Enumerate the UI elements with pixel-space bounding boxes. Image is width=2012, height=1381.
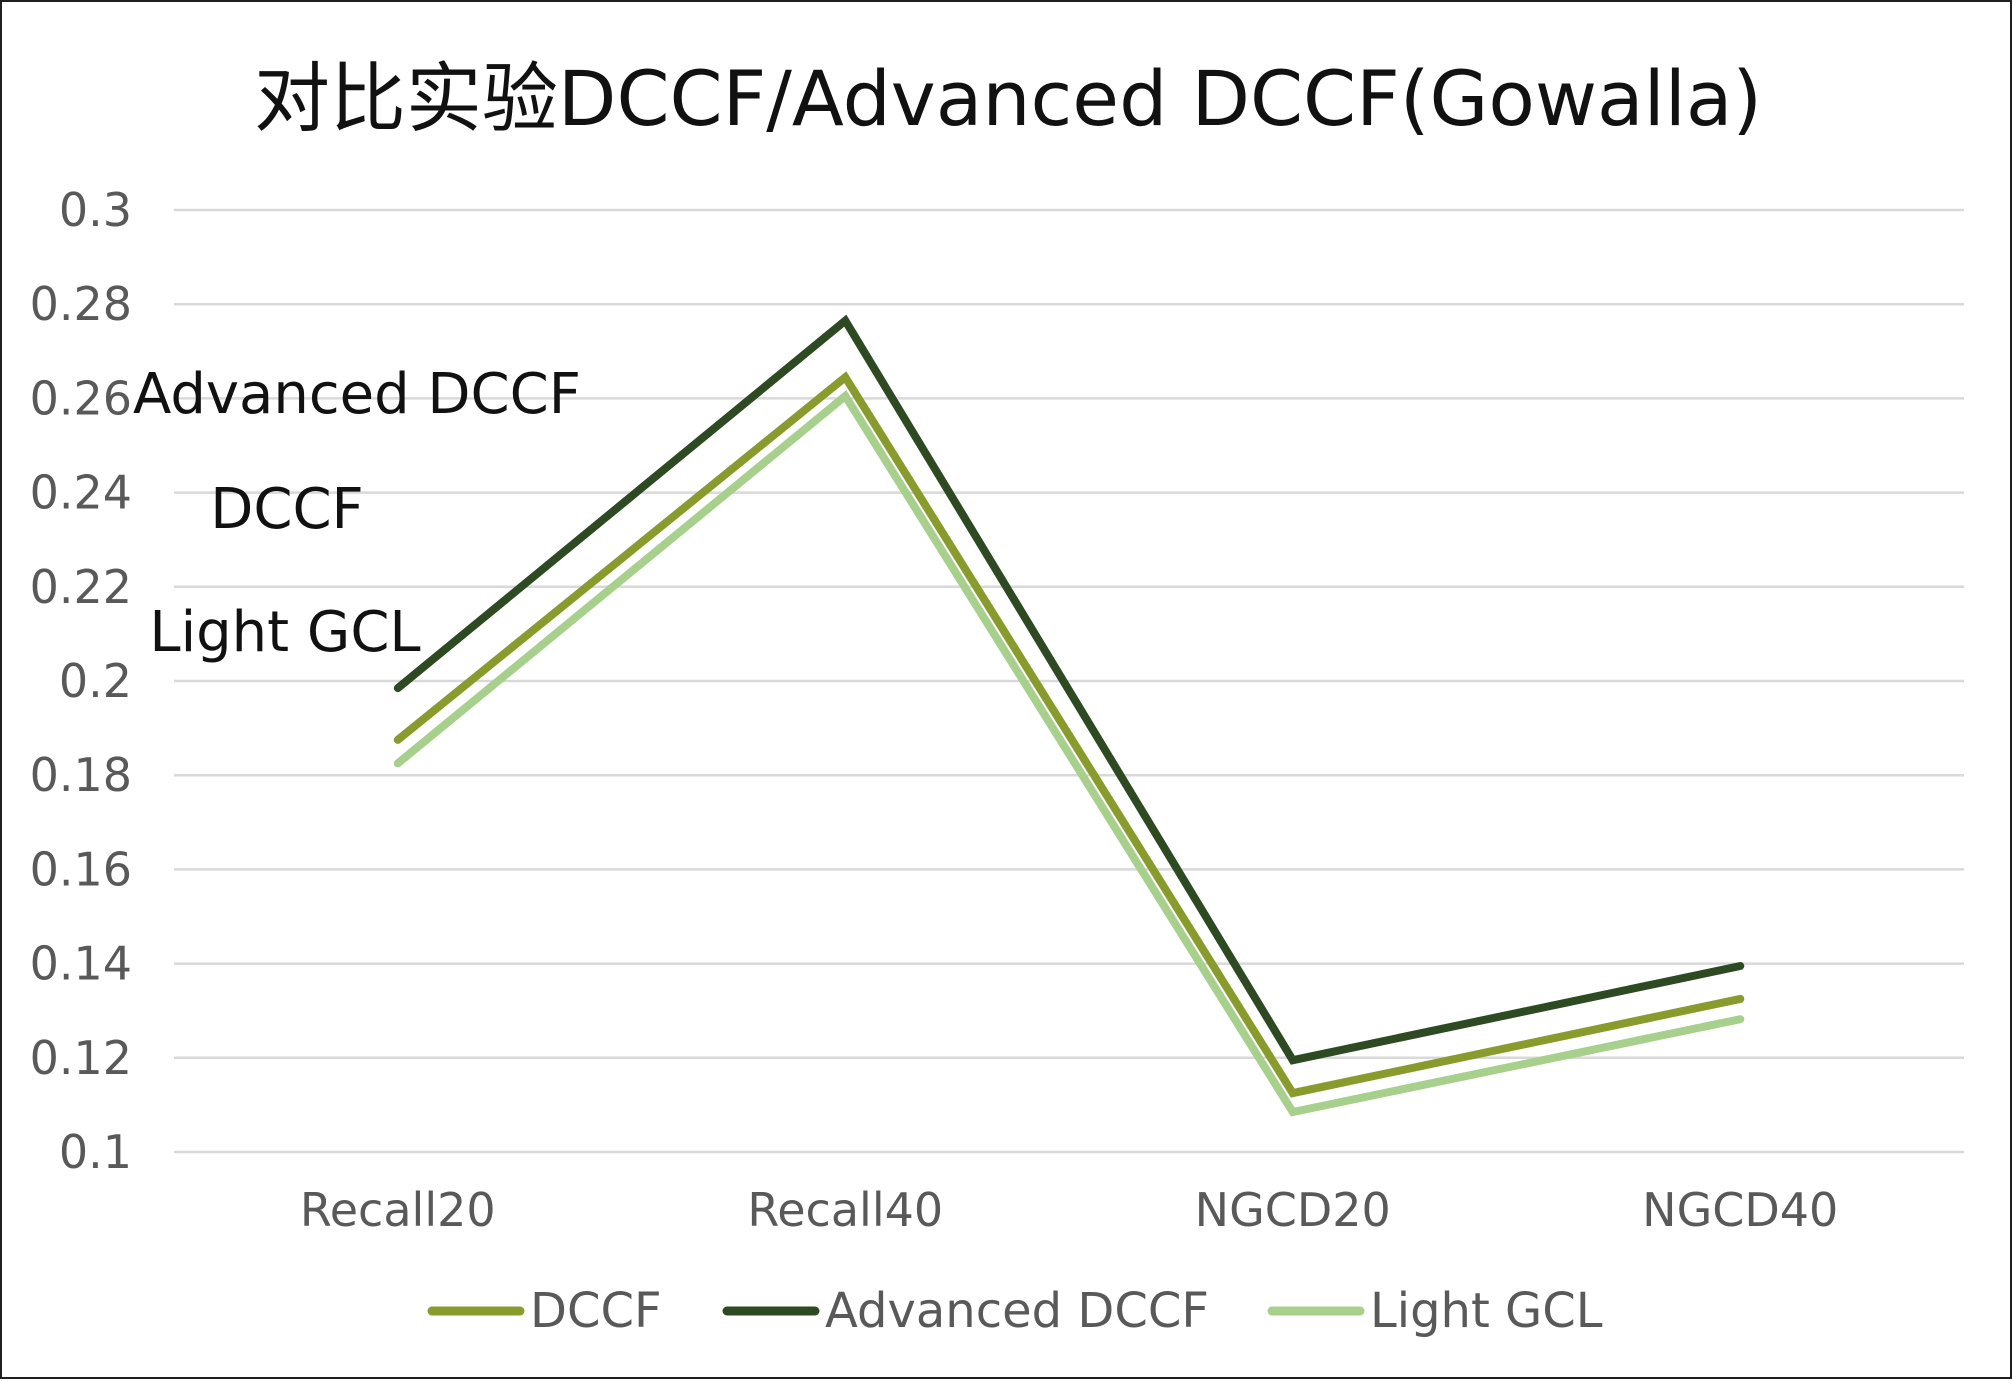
y-tick-label: 0.14 (30, 937, 132, 991)
legend: DCCF Advanced DCCF Light GCL (427, 1283, 1603, 1339)
chart-title: 对比实验DCCF/Advanced DCCF(Gowalla) (254, 54, 1762, 143)
legend-label: DCCF (530, 1283, 662, 1339)
y-tick-label: 0.3 (59, 183, 132, 237)
x-tick-label: NGCD20 (1195, 1183, 1391, 1237)
series-line-light-gcl (393, 390, 1745, 1117)
x-tick-label: Recall20 (300, 1183, 496, 1237)
annotations: Advanced DCCF DCCF Light GCL (133, 362, 581, 665)
legend-label: Advanced DCCF (825, 1283, 1209, 1339)
y-tick-label: 0.16 (30, 842, 132, 896)
y-tick-label: 0.1 (59, 1125, 132, 1179)
y-axis-ticks: 0.1 0.12 0.14 0.16 0.18 0.2 0.22 0.24 0.26 0.28 0.… (30, 183, 132, 1179)
annotation-label: Advanced DCCF (133, 362, 581, 427)
x-tick-label: NGCD40 (1642, 1183, 1838, 1237)
y-tick-label: 0.18 (30, 748, 132, 802)
y-tick-label: 0.12 (30, 1031, 132, 1085)
y-tick-label: 0.28 (30, 277, 132, 331)
legend-label: Light GCL (1370, 1283, 1603, 1339)
series-lines (393, 314, 1745, 1117)
x-axis-ticks: Recall20 Recall40 NGCD20 NGCD40 (300, 1183, 1838, 1237)
y-tick-label: 0.2 (59, 654, 132, 708)
annotation-label: Light GCL (149, 600, 420, 665)
y-tick-label: 0.24 (30, 466, 132, 520)
series-line-advanced-dccf (393, 314, 1745, 1065)
y-tick-label: 0.22 (30, 560, 132, 614)
y-tick-label: 0.26 (30, 371, 132, 425)
series-line-dccf (393, 371, 1745, 1098)
x-tick-label: Recall40 (747, 1183, 943, 1237)
annotation-label: DCCF (210, 477, 364, 542)
